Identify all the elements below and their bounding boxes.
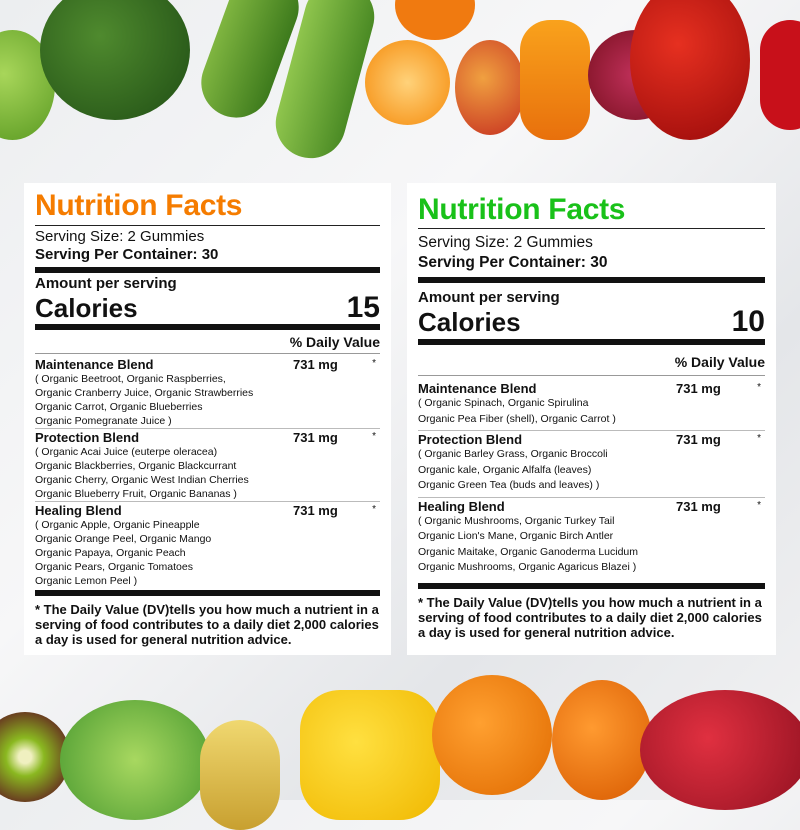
ingredient-line: Organic kale, Organic Alfalfa (leaves): [418, 463, 592, 476]
panel-title: Nutrition Facts: [35, 189, 243, 222]
pomegranate-image: [640, 690, 800, 810]
calories-value: 10: [731, 305, 765, 338]
serving-size: Serving Size: 2 Gummies: [418, 234, 593, 251]
panel-title: Nutrition Facts: [418, 193, 626, 226]
blend-row: Healing Blend 731 mg * ( Organic Mushrooms,…: [418, 496, 765, 579]
servings-per-container: Serving Per Container: 30: [418, 254, 608, 271]
blend-name: Protection Blend: [418, 432, 523, 447]
daily-value-header: % Daily Value: [289, 334, 380, 350]
orange-image: [432, 675, 552, 795]
servings-per-container: Serving Per Container: 30: [35, 246, 219, 263]
pepper-image: [300, 690, 440, 820]
blend-name: Protection Blend: [35, 430, 140, 445]
ingredient-line: Organic Orange Peel, Organic Mango: [35, 533, 212, 545]
ingredient-line: Organic Pears, Organic Tomatoes: [35, 561, 193, 573]
blend-amount: 731 mg: [293, 503, 338, 518]
divider: [418, 339, 765, 345]
blend-list: Maintenance Blend 731 mg * ( Organic Spinac…: [418, 380, 765, 579]
blend-amount: 731 mg: [293, 357, 338, 372]
blend-name: Maintenance Blend: [418, 381, 537, 396]
divider: [418, 582, 765, 589]
footnote: * The Daily Value (DV)tells you how much…: [418, 594, 762, 640]
calories-value: 15: [346, 291, 380, 324]
ingredient-line: Organic Cherry, Organic West Indian Cher…: [35, 474, 249, 486]
ingredient-line: Organic Carrot, Organic Blueberries: [35, 401, 203, 413]
nutrition-facts-panel-left: Nutrition Facts Serving Size: 2 Gummies …: [24, 183, 391, 655]
divider: [418, 228, 765, 229]
blend-row: Protection Blend 731 mg * ( Organic Acai Ju…: [35, 428, 380, 501]
pepper-image: [760, 20, 800, 130]
ingredient-line: Organic Cranberry Juice, Organic Strawbe…: [35, 387, 254, 399]
kiwi-image: [0, 712, 70, 802]
pear-image: [455, 40, 525, 135]
ingredient-line: Organic Pomegranate Juice ): [35, 415, 172, 427]
divider: [35, 590, 380, 596]
serving-size: Serving Size: 2 Gummies: [35, 228, 205, 245]
calories-label: Calories: [35, 293, 138, 323]
ingredient-line: ( Organic Barley Grass, Organic Broccoli: [418, 448, 608, 460]
amount-per-serving: Amount per serving: [35, 275, 177, 292]
ingredient-line: ( Organic Acai Juice (euterpe oleracea): [35, 446, 218, 458]
daily-value-asterisk: *: [757, 433, 761, 444]
blend-amount: 731 mg: [676, 432, 721, 447]
calories-label: Calories: [418, 307, 521, 337]
daily-value-header: % Daily Value: [674, 354, 765, 370]
blend-name: Maintenance Blend: [35, 357, 154, 372]
ingredient-line: Organic Pea Fiber (shell), Organic Carro…: [418, 412, 616, 425]
ingredient-line: Organic Green Tea (buds and leaves) ): [418, 479, 600, 491]
blend-row: Maintenance Blend 731 mg * ( Organic Spinac…: [418, 380, 765, 430]
divider: [35, 267, 380, 273]
calories-row: Calories 10: [418, 305, 765, 338]
ingredient-line: Organic Mushrooms, Organic Agaricus Blaz…: [418, 561, 637, 573]
ingredient-line: Organic Maitake, Organic Ganoderma Lucid…: [418, 545, 639, 558]
blend-name: Healing Blend: [35, 503, 122, 518]
divider: [418, 277, 765, 283]
ingredient-line: ( Organic Mushrooms, Organic Turkey Tail: [418, 514, 615, 527]
nutrition-facts-panel-right: Nutrition Facts Serving Size: 2 Gummies …: [407, 183, 776, 655]
ingredient-line: Organic Lion's Mane, Organic Birch Antle…: [418, 530, 614, 542]
blend-row: Protection Blend 731 mg * ( Organic Barley …: [418, 430, 765, 497]
lettuce-image: [60, 700, 210, 820]
calories-row: Calories 15: [35, 291, 380, 324]
ingredient-line: Organic Lemon Peel ): [35, 575, 138, 587]
ingredient-line: Organic Blueberry Fruit, Organic Bananas…: [35, 488, 237, 500]
daily-value-asterisk: *: [757, 499, 761, 511]
blend-amount: 731 mg: [676, 498, 721, 514]
ingredient-line: Organic Blackberries, Organic Blackcurra…: [35, 460, 237, 472]
blend-row: Healing Blend 731 mg * ( Organic Apple, Org…: [35, 501, 380, 588]
blend-list: Maintenance Blend 731 mg * ( Organic Beetro…: [35, 356, 380, 588]
daily-value-asterisk: *: [757, 382, 761, 393]
divider: [35, 225, 380, 226]
blend-row: Maintenance Blend 731 mg * ( Organic Beetro…: [35, 356, 380, 428]
divider: [418, 375, 765, 376]
persimmon-image: [552, 680, 652, 800]
pepper-image: [520, 20, 590, 140]
orange-image: [365, 40, 450, 125]
broccoli-image: [40, 0, 190, 120]
amount-per-serving: Amount per serving: [418, 289, 560, 306]
ingredient-line: Organic Papaya, Organic Peach: [35, 547, 186, 559]
orange-image: [395, 0, 475, 40]
blend-amount: 731 mg: [293, 430, 338, 445]
tomatoes-image: [630, 0, 750, 140]
daily-value-asterisk: *: [372, 358, 376, 369]
ingredient-line: ( Organic Beetroot, Organic Raspberries,: [35, 373, 226, 385]
divider: [35, 353, 380, 354]
banana-image: [200, 720, 280, 830]
footnote: * The Daily Value (DV)tells you how much…: [35, 602, 379, 647]
blend-amount: 731 mg: [676, 381, 721, 396]
ingredient-line: ( Organic Spinach, Organic Spirulina: [418, 397, 589, 409]
divider: [35, 324, 380, 330]
daily-value-asterisk: *: [372, 431, 376, 442]
blend-name: Healing Blend: [418, 498, 505, 514]
daily-value-asterisk: *: [372, 504, 376, 515]
ingredient-line: ( Organic Apple, Organic Pineapple: [35, 519, 200, 531]
